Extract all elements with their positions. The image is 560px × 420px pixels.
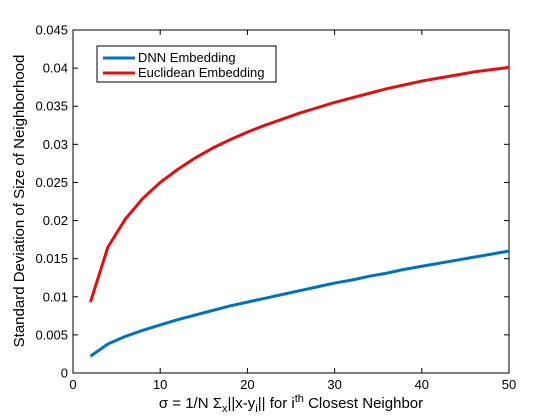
y-tick-label: 0.005 [35, 327, 68, 342]
y-tick-label: 0.035 [35, 99, 68, 114]
x-axis-label: σ = 1/N Σx||x-yi|| for ith Closest Neigh… [159, 393, 423, 415]
y-tick-label: 0.01 [43, 289, 68, 304]
plot-area [72, 29, 510, 374]
y-axis-label: Standard Deviation of Size of Neighborho… [11, 55, 28, 348]
x-axis: 0 10 20 30 40 50 [69, 30, 516, 392]
legend: DNN Embedding Euclidean Embedding [96, 45, 277, 83]
series-layer [89, 65, 510, 358]
y-tick-label: 0.02 [43, 213, 68, 228]
x-tick-label: 10 [153, 377, 167, 392]
series-line-dnn [89, 249, 510, 358]
x-tick-label: 30 [327, 377, 341, 392]
legend-box [96, 45, 277, 83]
series-line-euclidean [89, 65, 510, 303]
y-tick-label: 0.025 [35, 175, 68, 190]
y-tick-label: 0.015 [35, 251, 68, 266]
y-tick-label: 0.03 [43, 137, 68, 152]
legend-label-dnn: DNN Embedding [138, 50, 236, 65]
y-tick-label: 0.04 [43, 61, 68, 76]
x-tick-label: 40 [415, 377, 429, 392]
legend-label-euclidean: Euclidean Embedding [138, 65, 264, 80]
x-tick-label: 20 [240, 377, 254, 392]
x-tick-label: 0 [69, 377, 76, 392]
y-axis: 0 0.005 0.01 0.015 0.02 0.025 0.03 0.035 0.04 0.0… [35, 23, 509, 381]
y-tick-label: 0.045 [35, 23, 68, 38]
y-tick-label: 0 [61, 366, 68, 381]
x-tick-label: 50 [502, 377, 516, 392]
